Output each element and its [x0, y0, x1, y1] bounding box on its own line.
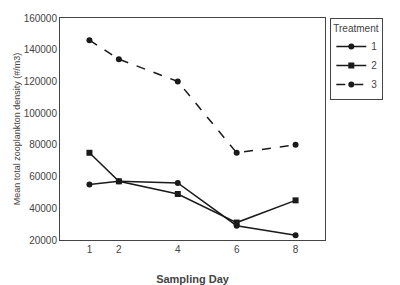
svg-text:160000: 160000: [24, 13, 58, 24]
svg-text:4: 4: [175, 244, 181, 255]
svg-text:8: 8: [293, 244, 299, 255]
svg-text:140000: 140000: [24, 44, 58, 55]
svg-text:2: 2: [371, 60, 377, 71]
svg-text:Mean total zooplankton density: Mean total zooplankton density (#/m3): [12, 53, 22, 206]
svg-text:1: 1: [371, 41, 377, 52]
svg-text:3: 3: [371, 79, 377, 90]
svg-text:1: 1: [87, 244, 93, 255]
svg-text:80000: 80000: [29, 139, 57, 150]
svg-text:60000: 60000: [29, 171, 57, 182]
svg-text:6: 6: [234, 244, 240, 255]
svg-text:Sampling Day: Sampling Day: [156, 273, 230, 285]
svg-text:Treatment: Treatment: [333, 23, 378, 34]
svg-text:2: 2: [116, 244, 122, 255]
svg-text:120000: 120000: [24, 76, 58, 87]
svg-text:20000: 20000: [29, 235, 57, 246]
svg-text:100000: 100000: [24, 108, 58, 119]
svg-text:40000: 40000: [29, 203, 57, 214]
